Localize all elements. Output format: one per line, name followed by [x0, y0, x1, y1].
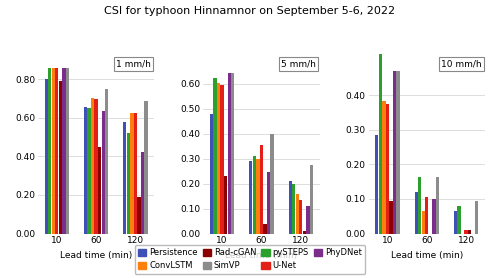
Bar [414, 192, 418, 234]
Bar [299, 200, 302, 234]
Bar [58, 81, 62, 234]
Bar [105, 89, 108, 234]
Bar [84, 107, 87, 234]
Bar [288, 181, 292, 234]
Bar [126, 133, 130, 234]
Bar [130, 113, 134, 234]
Bar [468, 230, 471, 234]
Bar [393, 71, 396, 234]
Bar [123, 123, 126, 234]
Bar [454, 211, 457, 234]
Bar [386, 104, 389, 234]
Bar [252, 156, 256, 234]
Bar [390, 201, 392, 234]
Bar [270, 134, 274, 234]
Bar [144, 101, 148, 234]
Bar [296, 193, 299, 234]
Bar [231, 73, 234, 234]
Bar [267, 172, 270, 234]
Bar [228, 73, 231, 234]
Bar [249, 161, 252, 234]
Bar [302, 231, 306, 234]
Bar [422, 211, 425, 234]
Bar [134, 113, 137, 234]
Text: 1 mm/h: 1 mm/h [116, 59, 151, 68]
Legend: Persistence, ConvLSTM, Rad-cGAN, SimVP, pySTEPS, U-Net, PhyDNet: Persistence, ConvLSTM, Rad-cGAN, SimVP, … [134, 245, 366, 274]
Bar [432, 199, 436, 234]
Bar [378, 7, 382, 234]
Bar [220, 85, 224, 234]
Bar [458, 206, 460, 234]
Bar [141, 152, 144, 234]
Bar [66, 68, 69, 234]
Bar [256, 159, 260, 234]
Bar [418, 177, 422, 234]
Bar [292, 184, 296, 234]
X-axis label: Lead time (min): Lead time (min) [60, 251, 132, 260]
Bar [260, 145, 263, 234]
Bar [306, 206, 310, 234]
Bar [102, 111, 105, 234]
Bar [310, 165, 313, 234]
Bar [382, 101, 386, 234]
Bar [436, 177, 439, 234]
Bar [264, 224, 266, 234]
Bar [224, 176, 228, 234]
Bar [44, 79, 48, 234]
Text: 10 mm/h: 10 mm/h [441, 59, 482, 68]
X-axis label: Lead time (min): Lead time (min) [226, 251, 298, 260]
Bar [375, 135, 378, 234]
Bar [464, 230, 468, 234]
Bar [214, 78, 216, 234]
Bar [91, 98, 94, 234]
X-axis label: Lead time (min): Lead time (min) [390, 251, 463, 260]
Text: CSI for typhoon Hinnamnor on September 5-6, 2022: CSI for typhoon Hinnamnor on September 5… [104, 6, 396, 16]
Bar [94, 99, 98, 234]
Bar [138, 197, 140, 234]
Bar [425, 197, 428, 234]
Text: 5 mm/h: 5 mm/h [282, 59, 316, 68]
Bar [62, 68, 66, 234]
Bar [88, 108, 90, 234]
Bar [98, 147, 102, 234]
Bar [55, 68, 58, 234]
Bar [210, 114, 213, 234]
Bar [475, 201, 478, 234]
Bar [217, 83, 220, 234]
Bar [396, 71, 400, 234]
Bar [48, 68, 51, 234]
Bar [52, 68, 55, 234]
